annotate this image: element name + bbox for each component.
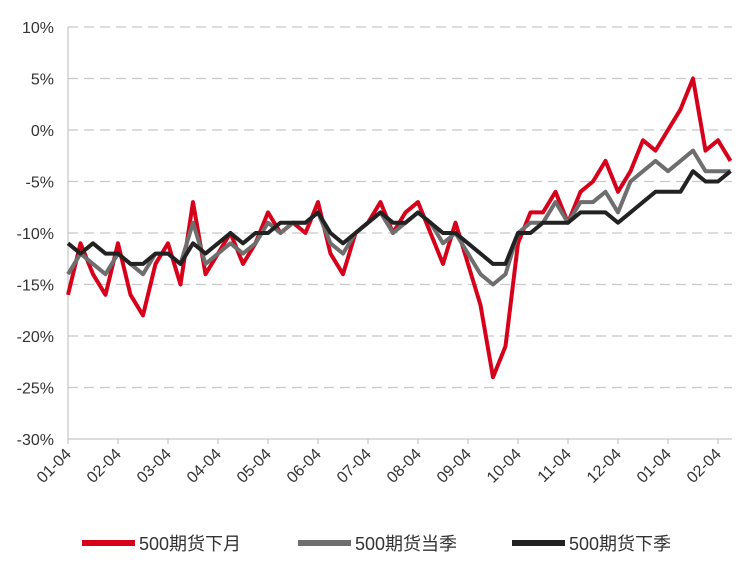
y-tick-label: -5% <box>26 175 54 192</box>
y-tick-label: 10% <box>22 20 54 37</box>
legend-label: 500期货当季 <box>355 534 457 554</box>
x-tick-label: 08-04 <box>384 446 425 487</box>
y-tick-label: -10% <box>17 226 54 243</box>
legend-label: 500期货下月 <box>139 534 241 554</box>
y-tick-label: -20% <box>17 329 54 346</box>
x-tick-label: 12-04 <box>584 446 625 487</box>
x-tick-label: 09-04 <box>434 446 475 487</box>
x-tick-label: 07-04 <box>334 446 375 487</box>
x-tick-label: 03-04 <box>134 446 175 487</box>
y-tick-label: -30% <box>17 432 54 449</box>
x-tick-label: 10-04 <box>484 446 525 487</box>
y-tick-label: 0% <box>31 123 54 140</box>
x-tick-label: 02-04 <box>84 446 125 487</box>
x-tick-label: 01-04 <box>634 446 675 487</box>
x-tick-label: 02-04 <box>684 446 725 487</box>
y-tick-label: -15% <box>17 278 54 295</box>
legend-label: 500期货下季 <box>569 534 671 554</box>
series-line <box>66 169 732 266</box>
x-tick-label: 04-04 <box>184 446 225 487</box>
x-tick-label: 06-04 <box>284 446 325 487</box>
x-tick-label: 11-04 <box>535 446 575 486</box>
x-tick-label: 01-04 <box>34 446 75 487</box>
x-tick-label: 05-04 <box>234 446 275 487</box>
y-tick-label: 5% <box>31 72 54 89</box>
y-tick-label: -25% <box>17 381 54 398</box>
